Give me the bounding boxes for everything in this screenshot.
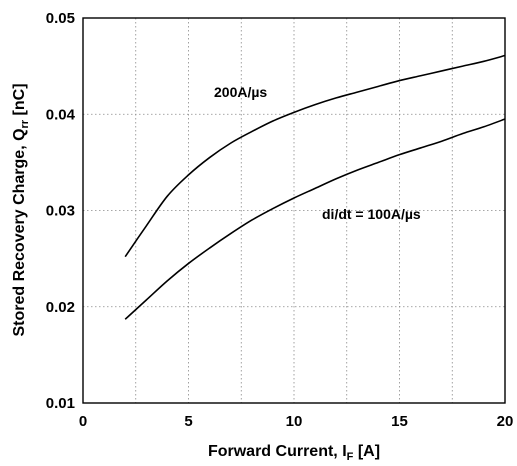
- y-axis-label: Stored Recovery Charge, Qrr [nC]: [11, 83, 31, 336]
- y-tick-label: 0.03: [46, 203, 75, 220]
- y-axis-label-main: Stored Recovery Charge, Q: [11, 128, 28, 336]
- curves: [124, 54, 506, 320]
- y-tick-labels: 0.01 0.02 0.03 0.04 0.05: [46, 10, 76, 412]
- x-axis-label-main: Forward Current, I: [208, 443, 347, 460]
- x-tick-label: 10: [286, 413, 303, 430]
- x-tick-labels: 0 5 10 15 20: [79, 413, 514, 430]
- y-tick-label: 0.04: [46, 106, 76, 123]
- x-tick-label: 15: [391, 413, 408, 430]
- plot-frame: [82, 17, 506, 404]
- series-200-curve: [124, 54, 506, 258]
- x-axis-label-unit: [A]: [353, 443, 380, 460]
- y-tick-label: 0.05: [46, 10, 75, 27]
- x-tick-label: 0: [79, 413, 87, 430]
- x-tick-label: 5: [184, 413, 192, 430]
- series-label-200: 200A/µs: [214, 84, 267, 100]
- y-axis-label-unit: [nC]: [11, 83, 28, 119]
- series-100-curve: [124, 118, 506, 320]
- y-axis-label-subscript: rr: [19, 119, 31, 128]
- series-label-100: di/dt = 100A/µs: [322, 206, 421, 222]
- x-axis-label-subscript: F: [347, 451, 354, 463]
- x-axis-label: Forward Current, IF [A]: [208, 443, 380, 463]
- y-tick-label: 0.02: [46, 299, 75, 316]
- x-tick-label: 20: [497, 413, 514, 430]
- gridlines: [83, 18, 505, 403]
- y-tick-label: 0.01: [46, 395, 75, 412]
